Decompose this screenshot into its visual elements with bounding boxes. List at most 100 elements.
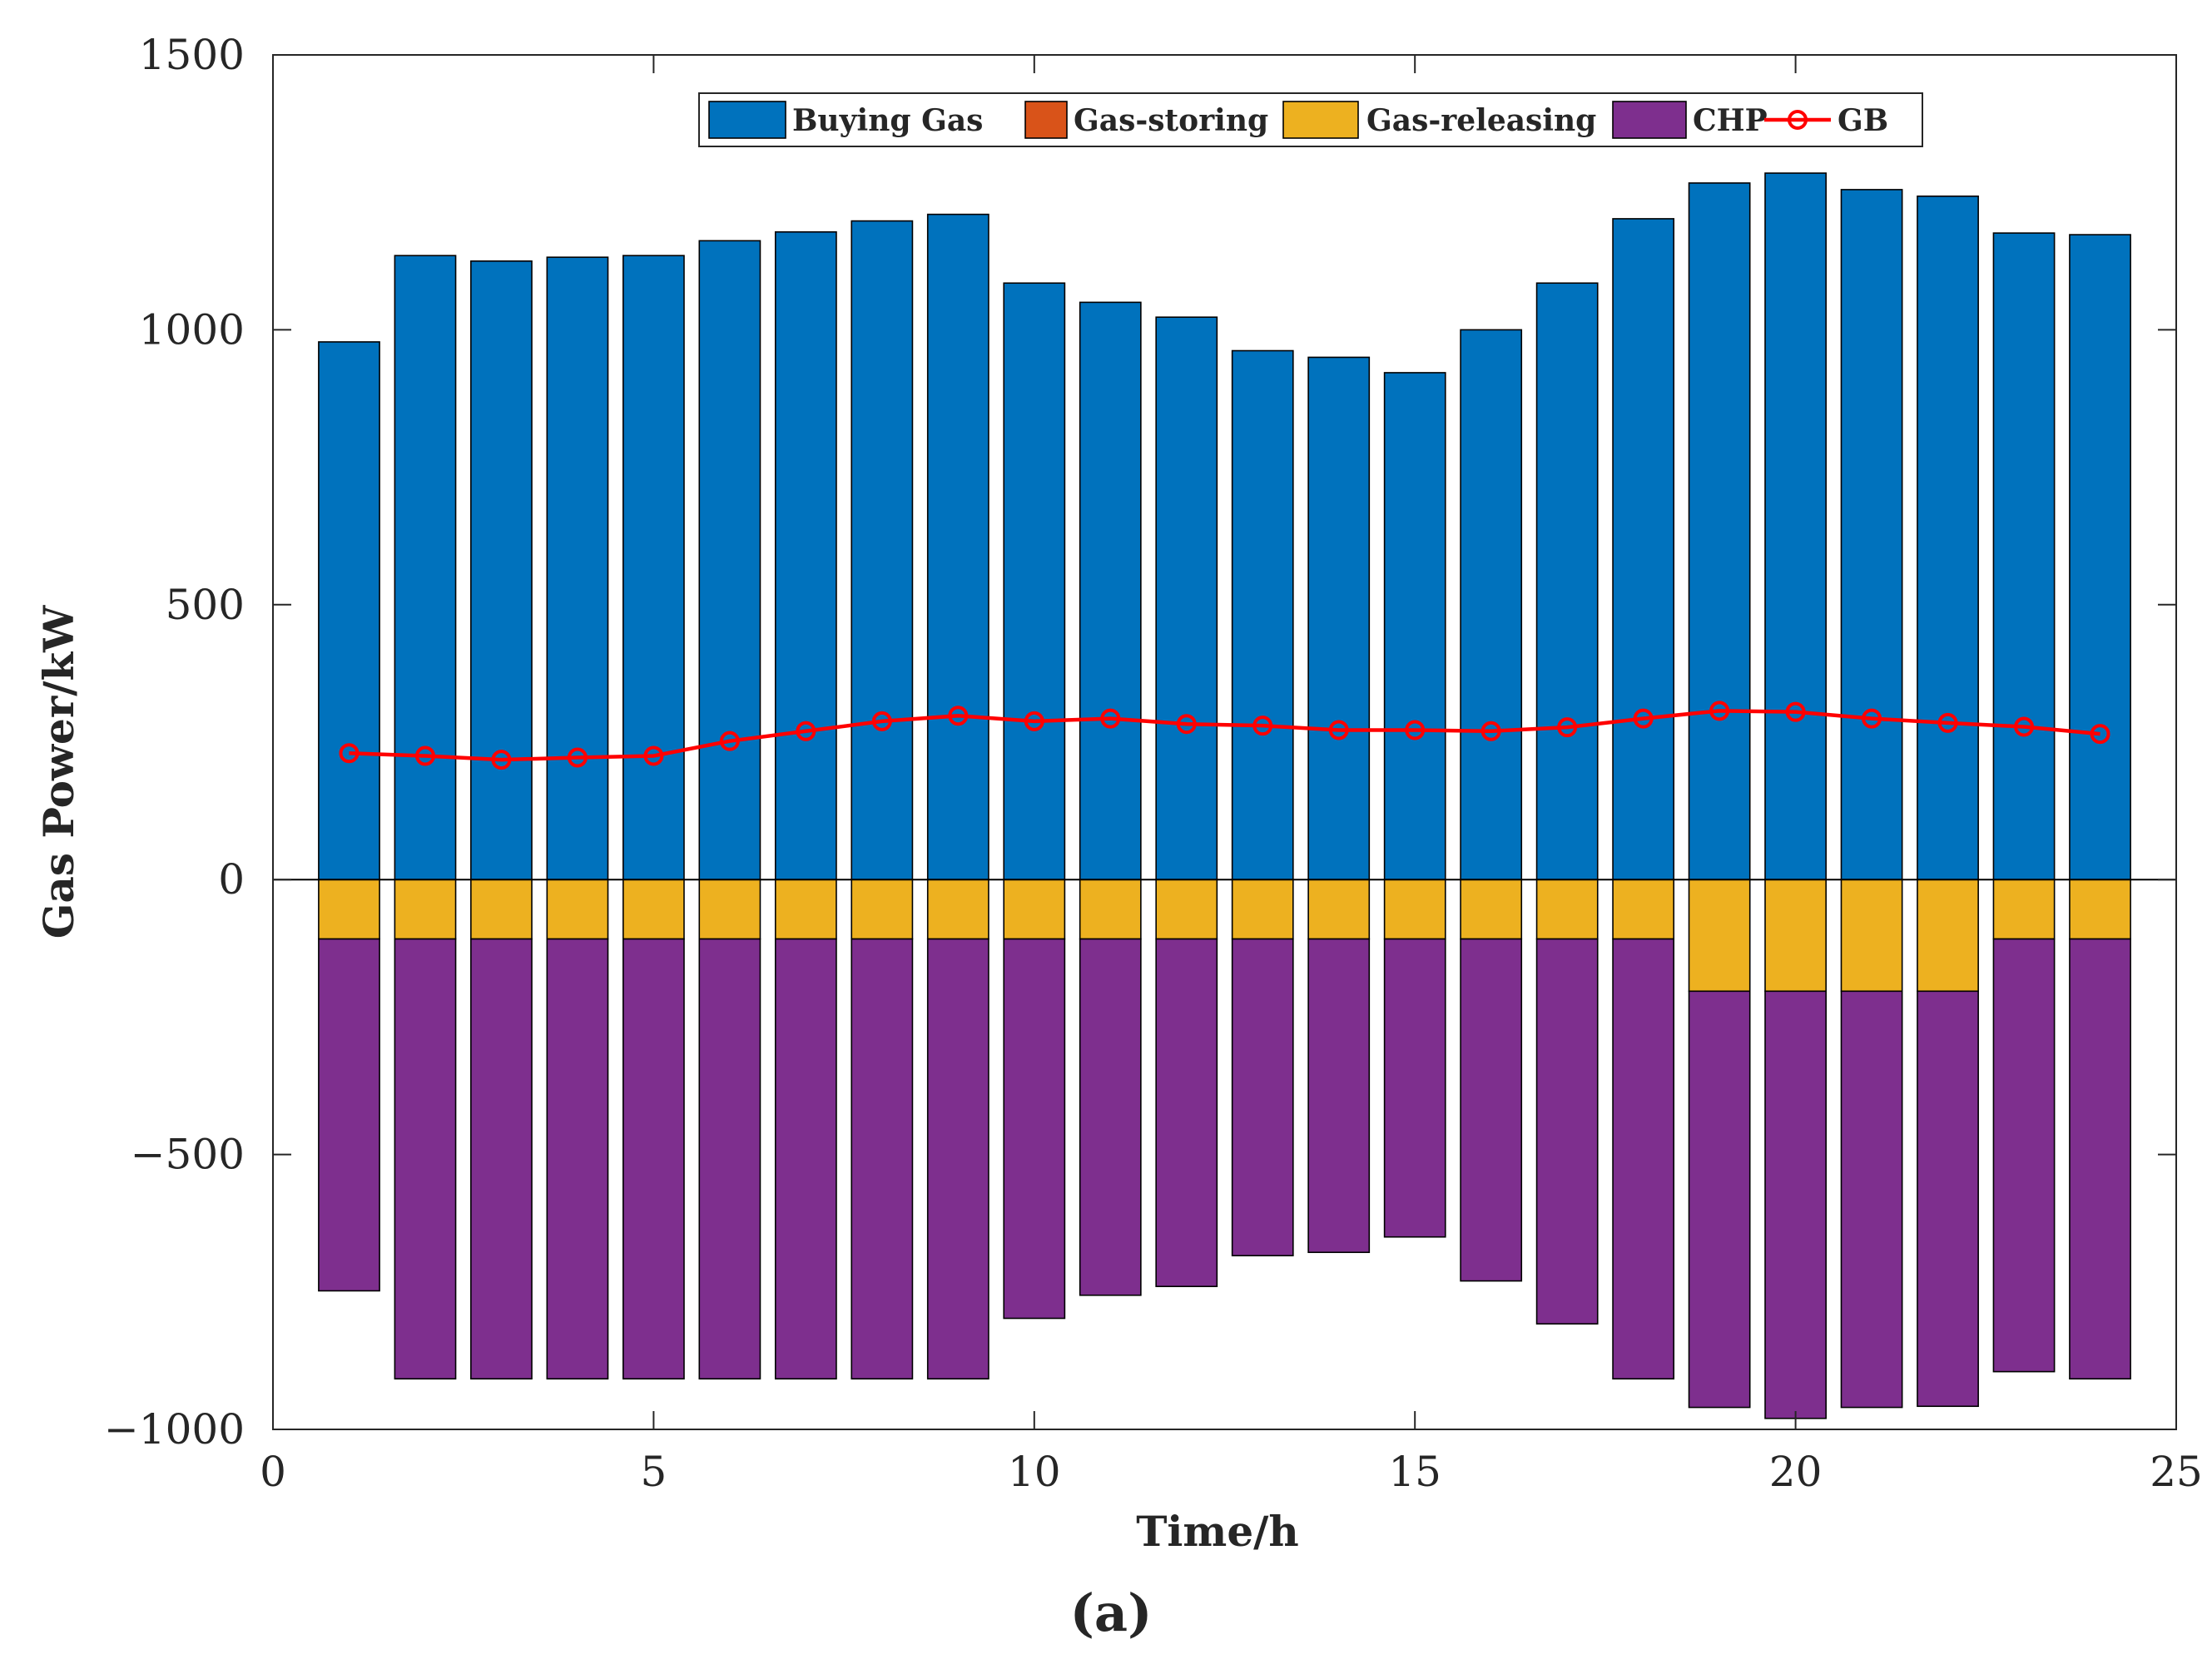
y-axis-title: Gas Power/kW xyxy=(34,605,83,939)
bar-gas-releasing-6 xyxy=(698,879,761,940)
bar-chp-6 xyxy=(698,938,761,1380)
bar-buying-gas-14 xyxy=(1307,356,1371,881)
bar-buying-gas-18 xyxy=(1612,218,1675,881)
bar-gas-releasing-16 xyxy=(1460,879,1523,940)
axes-box xyxy=(272,54,2177,1430)
bar-gas-releasing-24 xyxy=(2069,879,2131,940)
bar-buying-gas-12 xyxy=(1155,316,1218,881)
y-tick-label-1000: 1000 xyxy=(139,305,245,354)
bar-gas-releasing-13 xyxy=(1231,879,1294,940)
gb-point-23 xyxy=(2014,716,2035,737)
legend-label-gas-storing: Gas-storing xyxy=(1074,103,1268,138)
bar-chp-19 xyxy=(1688,990,1751,1409)
bar-buying-gas-24 xyxy=(2069,234,2131,880)
bar-buying-gas-19 xyxy=(1688,182,1751,880)
bar-gas-releasing-15 xyxy=(1383,879,1446,940)
bar-chp-20 xyxy=(1764,990,1827,1419)
bar-chp-2 xyxy=(394,938,457,1380)
x-tick-label-25: 25 xyxy=(2150,1448,2203,1496)
bar-gas-releasing-11 xyxy=(1079,879,1142,940)
x-tick-label-15: 15 xyxy=(1388,1448,1441,1496)
y-tick-label--1000: −1000 xyxy=(104,1405,245,1454)
bar-buying-gas-3 xyxy=(470,260,533,881)
gb-point-17 xyxy=(1557,717,1578,738)
bar-gas-releasing-10 xyxy=(1003,879,1066,940)
y-tick-label-0: 0 xyxy=(218,855,245,904)
bar-buying-gas-2 xyxy=(394,255,457,881)
gb-point-15 xyxy=(1405,720,1426,740)
bar-buying-gas-21 xyxy=(1840,189,1903,880)
bar-chp-10 xyxy=(1003,938,1066,1320)
bar-buying-gas-5 xyxy=(622,255,685,881)
bar-chp-5 xyxy=(622,938,685,1380)
gb-point-10 xyxy=(1024,711,1044,731)
bar-buying-gas-13 xyxy=(1231,349,1294,881)
gb-point-3 xyxy=(491,750,512,770)
gb-point-14 xyxy=(1328,720,1349,740)
bar-gas-releasing-23 xyxy=(1992,879,2056,940)
bar-buying-gas-4 xyxy=(546,256,609,881)
bar-gas-releasing-2 xyxy=(394,879,457,940)
bar-chp-22 xyxy=(1917,990,1979,1408)
bar-chp-13 xyxy=(1231,938,1294,1256)
legend-marker-gb xyxy=(1788,110,1808,130)
legend-label-gas-releasing: Gas-releasing xyxy=(1366,103,1596,138)
x-tick-label-10: 10 xyxy=(1008,1448,1061,1496)
legend-swatch-chp xyxy=(1612,101,1687,139)
gb-point-18 xyxy=(1633,708,1654,729)
gb-point-2 xyxy=(414,745,435,766)
bar-gas-releasing-9 xyxy=(926,879,989,940)
gb-point-7 xyxy=(796,721,816,741)
bar-chp-9 xyxy=(926,938,989,1380)
gb-point-8 xyxy=(871,711,892,731)
bar-buying-gas-9 xyxy=(926,213,989,881)
legend: Buying Gas Gas-storing Gas-releasing CHP GB xyxy=(698,92,1923,147)
gb-point-22 xyxy=(1937,712,1958,733)
bar-chp-14 xyxy=(1307,938,1371,1254)
x-tick-label-0: 0 xyxy=(260,1448,286,1496)
gb-point-24 xyxy=(2090,724,2110,745)
bar-gas-releasing-7 xyxy=(774,879,837,940)
bar-chp-16 xyxy=(1460,938,1523,1282)
bar-chp-11 xyxy=(1079,938,1142,1296)
x-tick-label-5: 5 xyxy=(640,1448,667,1496)
bar-gas-releasing-1 xyxy=(318,879,380,940)
gb-point-21 xyxy=(1862,708,1882,729)
gb-point-1 xyxy=(339,743,360,764)
bar-gas-releasing-8 xyxy=(851,879,914,940)
bar-chp-3 xyxy=(470,938,533,1380)
legend-label-gb: GB xyxy=(1838,103,1888,138)
bar-chp-1 xyxy=(318,938,380,1292)
gb-point-13 xyxy=(1252,716,1273,736)
bar-buying-gas-16 xyxy=(1460,329,1523,880)
bar-buying-gas-1 xyxy=(318,341,380,881)
axes-layer: 0 5 10 15 20 25 −1000 −500 0 500 1000 1500 xyxy=(104,31,2203,1496)
bar-buying-gas-7 xyxy=(774,230,837,880)
bar-chp-17 xyxy=(1535,938,1599,1325)
gb-point-20 xyxy=(1785,701,1806,722)
bar-buying-gas-8 xyxy=(851,220,914,881)
legend-swatch-gas-storing xyxy=(1024,101,1068,139)
y-tick-label-500: 500 xyxy=(166,581,245,629)
bar-buying-gas-6 xyxy=(698,240,761,880)
panel-label: (a) xyxy=(1070,1582,1153,1643)
x-axis-title: Time/h xyxy=(1136,1507,1299,1556)
bar-chp-15 xyxy=(1383,938,1446,1238)
bar-layer xyxy=(318,172,2131,1419)
bar-buying-gas-23 xyxy=(1992,232,2056,880)
bar-chp-18 xyxy=(1612,938,1675,1380)
gb-point-12 xyxy=(1176,714,1197,735)
gb-point-6 xyxy=(719,731,740,751)
bar-gas-releasing-5 xyxy=(622,879,685,940)
bar-buying-gas-11 xyxy=(1079,301,1142,881)
bar-chp-7 xyxy=(774,938,837,1380)
y-tick-label-1500: 1500 xyxy=(139,31,245,79)
gb-point-19 xyxy=(1709,701,1730,721)
gb-point-16 xyxy=(1480,721,1501,741)
bar-buying-gas-15 xyxy=(1383,372,1446,881)
bar-buying-gas-10 xyxy=(1003,282,1066,880)
bar-chp-21 xyxy=(1840,990,1903,1409)
bar-chp-4 xyxy=(546,938,609,1380)
y-tick-label--500: −500 xyxy=(131,1131,245,1179)
